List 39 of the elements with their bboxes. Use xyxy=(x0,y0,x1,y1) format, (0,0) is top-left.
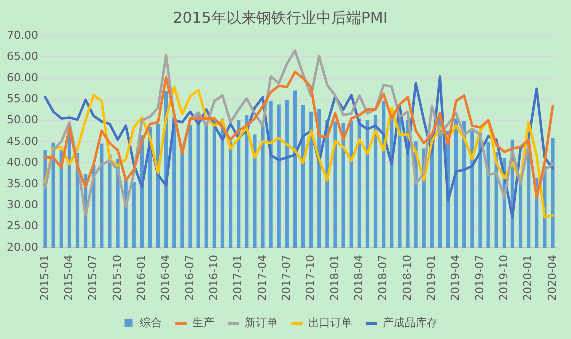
legend-label: 新订单 xyxy=(244,316,278,330)
x-tick-label: 2017-07 xyxy=(280,255,294,302)
x-tick-label: 2015-01 xyxy=(38,255,52,302)
x-tick-label: 2019-01 xyxy=(425,255,438,302)
y-tick-label: 30.00 xyxy=(6,198,38,212)
y-tick-label: 65.00 xyxy=(6,50,38,64)
legend-label: 产成品库存 xyxy=(382,316,438,330)
x-tick-label: 2018-10 xyxy=(400,255,414,302)
y-tick-label: 70.00 xyxy=(6,28,38,42)
y-tick-label: 40.00 xyxy=(6,156,38,170)
x-tick-label: 2015-10 xyxy=(110,255,124,302)
legend-label: 出口订单 xyxy=(308,316,352,330)
x-tick-label: 2016-04 xyxy=(159,255,172,302)
y-tick-label: 60.00 xyxy=(6,71,38,84)
legend-label: 生产 xyxy=(192,316,214,330)
x-tick-label: 2015-07 xyxy=(86,255,100,302)
y-tick-label: 20.00 xyxy=(6,240,38,254)
x-tick-label: 2020-01 xyxy=(522,255,535,302)
x-tick-label: 2020-04 xyxy=(546,255,559,302)
x-tick-label: 2019-04 xyxy=(449,255,462,302)
y-tick-label: 50.00 xyxy=(6,114,38,127)
x-tick-label: 2017-04 xyxy=(256,255,269,302)
x-tick-label: 2018-04 xyxy=(352,255,366,302)
x-tick-label: 2016-07 xyxy=(183,255,196,302)
y-tick-label: 45.00 xyxy=(6,134,38,148)
x-tick-label: 2016-01 xyxy=(135,255,148,302)
chart-title: 2015年以来钢铁行业中后端PMI xyxy=(173,8,388,27)
legend-label: 综合 xyxy=(140,316,162,330)
x-tick-label: 2019-07 xyxy=(473,255,486,302)
y-tick-label: 25.00 xyxy=(6,220,38,233)
x-tick-label: 2016-10 xyxy=(208,255,221,302)
x-tick-label: 2018-01 xyxy=(328,255,342,302)
y-tick-label: 35.00 xyxy=(6,177,38,190)
x-tick-label: 2017-01 xyxy=(232,255,245,302)
x-tick-label: 2017-10 xyxy=(304,255,318,302)
x-tick-label: 2018-07 xyxy=(376,255,390,302)
x-tick-label: 2015-04 xyxy=(62,255,76,302)
x-tick-label: 2019-10 xyxy=(498,255,511,302)
y-tick-label: 55.00 xyxy=(6,92,38,106)
